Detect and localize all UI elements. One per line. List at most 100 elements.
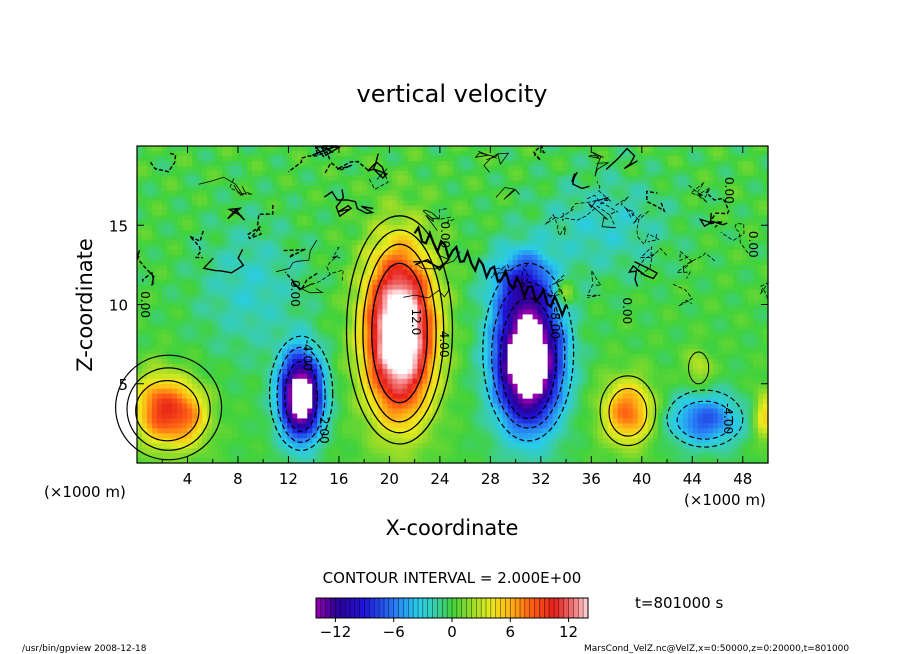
heatmap-cell (417, 245, 424, 251)
heatmap-cell (487, 240, 494, 246)
heatmap-cell (357, 150, 363, 157)
heatmap-cell (472, 284, 479, 291)
heatmap-cell (402, 205, 409, 211)
heatmap-cell (342, 185, 348, 192)
heatmap-cell (307, 264, 313, 271)
heatmap-cell (197, 304, 203, 311)
heatmap-cell (202, 180, 208, 187)
heatmap-cell (342, 319, 348, 325)
heatmap-cell (477, 294, 484, 301)
heatmap-cell (462, 146, 469, 152)
heatmap-cell (482, 339, 489, 345)
heatmap-cell (367, 438, 373, 444)
heatmap-cell (152, 373, 158, 380)
heatmap-cell (477, 383, 484, 390)
heatmap-cell (252, 368, 258, 375)
heatmap-cell (162, 205, 168, 211)
heatmap-cell (262, 254, 268, 261)
heatmap-cell (397, 215, 404, 221)
heatmap-cell (297, 413, 303, 420)
heatmap-cell (377, 458, 383, 464)
heatmap-cell (307, 279, 313, 286)
heatmap-cell (452, 220, 459, 226)
heatmap-cell (187, 403, 193, 410)
heatmap-cell (372, 220, 378, 226)
heatmap-cell (442, 403, 449, 410)
heatmap-cell (482, 334, 489, 340)
heatmap-cell (327, 388, 333, 395)
heatmap-cell (242, 250, 248, 256)
heatmap-cell (272, 235, 278, 241)
heatmap-cell (497, 165, 504, 172)
heatmap-cell (212, 185, 218, 192)
heatmap-cell (332, 146, 338, 152)
heatmap-cell (522, 299, 529, 306)
heatmap-cell (292, 190, 298, 197)
heatmap-cell (372, 235, 378, 241)
heatmap-cell (222, 225, 228, 231)
heatmap-cell (242, 438, 248, 444)
heatmap-cell (177, 324, 183, 330)
heatmap-cell (482, 190, 489, 197)
heatmap-cell (297, 254, 303, 261)
heatmap-cell (357, 254, 363, 261)
heatmap-cell (232, 185, 238, 192)
heatmap-cell (222, 279, 228, 286)
heatmap-cell (457, 398, 464, 405)
heatmap-cell (157, 240, 163, 246)
heatmap-cell (497, 443, 504, 449)
heatmap-cell (367, 443, 373, 449)
heatmap-cell (207, 428, 213, 434)
heatmap-cell (272, 438, 278, 444)
heatmap-cell (487, 428, 494, 434)
heatmap-cell (162, 408, 168, 415)
heatmap-cell (167, 264, 173, 271)
heatmap-cell (277, 393, 283, 400)
heatmap-cell (452, 438, 459, 444)
heatmap-cell (392, 448, 399, 454)
heatmap-cell (517, 230, 524, 236)
heatmap-cell (277, 344, 283, 350)
heatmap-cell (277, 363, 283, 370)
heatmap-cell (422, 165, 429, 172)
heatmap-cell (207, 205, 213, 211)
heatmap-cell (392, 245, 399, 251)
heatmap-cell (477, 284, 484, 291)
heatmap-cell (347, 339, 353, 345)
heatmap-cell (382, 190, 388, 197)
heatmap-cell (492, 180, 499, 187)
heatmap-cell (182, 329, 188, 335)
heatmap-cell (372, 443, 378, 449)
heatmap-cell (467, 245, 474, 251)
heatmap-cell (497, 146, 504, 152)
heatmap-cell (492, 195, 499, 202)
heatmap-cell (197, 150, 203, 157)
heatmap-cell (212, 146, 218, 152)
heatmap-cell (487, 195, 494, 202)
heatmap-cell (187, 433, 193, 439)
heatmap-cell (287, 304, 293, 311)
heatmap-cell (482, 329, 489, 335)
heatmap-cell (212, 458, 218, 464)
heatmap-cell (267, 368, 273, 375)
heatmap-cell (252, 423, 258, 429)
heatmap-cell (427, 215, 434, 221)
heatmap-cell (397, 304, 404, 311)
heatmap-cell (287, 146, 293, 152)
heatmap-cell (152, 220, 158, 226)
heatmap-cell (242, 448, 248, 454)
heatmap-cell (212, 294, 218, 301)
heatmap-cell (227, 294, 233, 301)
heatmap-cell (157, 373, 163, 380)
heatmap-cell (432, 443, 439, 449)
heatmap-cell (477, 279, 484, 286)
heatmap-cell (257, 190, 263, 197)
heatmap-cell (317, 175, 323, 182)
heatmap-cell (157, 146, 163, 152)
heatmap-cell (222, 373, 228, 380)
heatmap-cell (372, 314, 378, 320)
heatmap-cell (472, 225, 479, 231)
heatmap-cell (272, 289, 278, 296)
heatmap-cell (397, 428, 404, 434)
heatmap-cell (487, 210, 494, 216)
